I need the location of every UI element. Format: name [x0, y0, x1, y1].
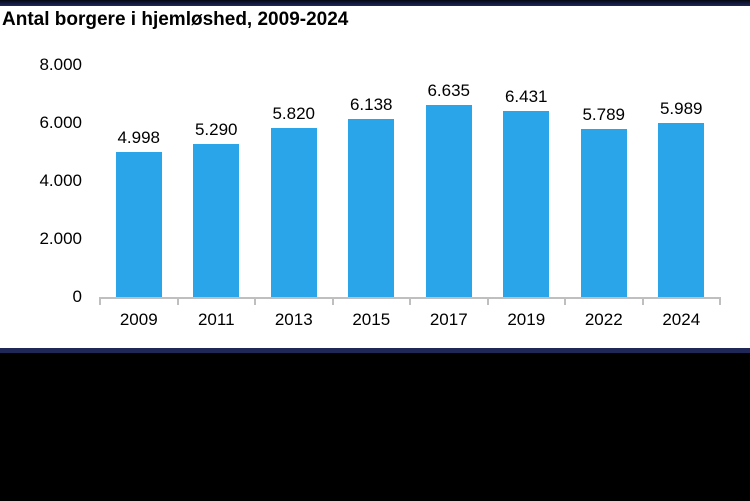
- x-axis-label: 2024: [662, 310, 701, 329]
- axis-tick: [331, 297, 334, 305]
- axis-tick: [99, 297, 101, 305]
- bar: [503, 111, 550, 297]
- bar-slot: 4.998: [100, 65, 178, 297]
- bar: [580, 129, 627, 297]
- bar-value-label: 6.138: [349, 95, 393, 114]
- bar-slot: 5.789: [565, 65, 643, 297]
- bar: [425, 105, 472, 297]
- bar-value-label: 5.789: [582, 105, 626, 124]
- bar-chart: 8.000 6.000 4.000 2.000 0 4.998 5.290 5.820 6.1…: [39, 55, 721, 330]
- y-axis-tick-label: 8.000: [39, 55, 82, 74]
- axis-tick: [641, 297, 644, 305]
- bar: [348, 119, 395, 297]
- x-axis-label: 2019: [507, 310, 546, 329]
- axis-tick: [409, 297, 411, 305]
- bar-slot: 6.431: [488, 65, 566, 297]
- chart-title: Antal borgere i hjemløshed, 2009-2024: [2, 9, 349, 30]
- bar-slot: 6.138: [333, 65, 411, 297]
- bar: [193, 144, 240, 297]
- bar-slot: 6.635: [410, 65, 488, 297]
- x-axis-label: 2017: [429, 310, 468, 329]
- y-axis-tick-label: 4.000: [39, 171, 82, 190]
- axis-tick: [254, 297, 256, 305]
- x-axis-label: 2013: [274, 310, 313, 329]
- bars-row: 4.998 5.290 5.820 6.138 6.635 6.431 5.789 5.989: [100, 65, 720, 297]
- footer-black-area: [0, 353, 750, 501]
- bar: [270, 128, 317, 297]
- axis-tick: [486, 297, 489, 305]
- bar: [115, 152, 162, 297]
- x-axis-label: 2015: [352, 310, 391, 329]
- bar-value-label: 6.635: [427, 81, 471, 100]
- bar-value-label: 4.998: [117, 128, 161, 147]
- axis-tick: [719, 297, 721, 305]
- bar-slot: 5.989: [643, 65, 721, 297]
- bar-value-label: 5.989: [659, 99, 703, 118]
- axis-tick: [564, 297, 566, 305]
- x-axis-label: 2009: [119, 310, 158, 329]
- axis-tick: [176, 297, 179, 305]
- bottom-decorative-stripe: [0, 348, 750, 353]
- bar: [658, 123, 705, 297]
- bar-slot: 5.290: [178, 65, 256, 297]
- bar-slot: 5.820: [255, 65, 333, 297]
- x-axis-label: 2022: [584, 310, 623, 329]
- x-axis-labels: 2009 2011 2013 2015 2017 2019 2022 2024: [100, 310, 720, 330]
- x-axis-label: 2011: [197, 310, 235, 329]
- bar-value-label: 5.820: [272, 104, 316, 123]
- y-axis-tick-label: 2.000: [39, 229, 82, 248]
- top-decorative-stripe: [0, 0, 750, 6]
- y-axis-tick-label: 0: [72, 287, 82, 306]
- y-axis-tick-label: 6.000: [39, 113, 82, 132]
- bar-value-label: 5.290: [194, 120, 238, 139]
- bar-value-label: 6.431: [504, 87, 548, 106]
